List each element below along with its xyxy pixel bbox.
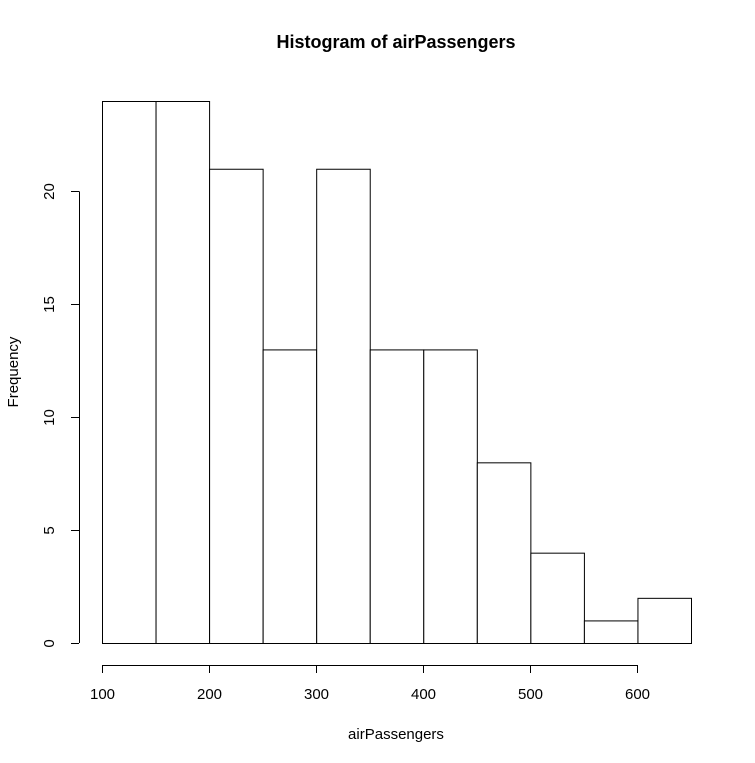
x-tick-label: 500 [518,686,543,703]
x-axis: 100 200 300 400 500 600 [90,665,650,703]
y-axis: 0 5 10 15 20 [41,183,80,648]
histogram-bar [209,168,264,644]
y-axis-label: Frequency [5,336,22,407]
bars-group [102,101,692,645]
histogram-bar [476,462,532,645]
x-tick-label: 100 [90,686,115,703]
histogram-bar [316,168,371,644]
y-tick-label: 20 [41,183,58,200]
histogram-bar [637,597,692,644]
histogram-bar [530,552,585,645]
histogram-bar [369,349,425,644]
x-tick-label: 400 [411,686,436,703]
histogram-bar [583,620,639,645]
y-tick-label: 10 [41,409,58,426]
y-tick-label: 5 [41,526,58,534]
x-tick-label: 300 [304,686,329,703]
histogram-bar [423,349,478,644]
y-tick-label: 0 [41,639,58,647]
chart-title: Histogram of airPassengers [276,32,515,52]
histogram-bar [262,349,318,644]
x-tick-label: 200 [197,686,222,703]
x-axis-label: airPassengers [348,726,444,743]
y-tick-label: 15 [41,296,58,313]
histogram-bar [102,101,157,644]
histogram-bar [155,101,211,644]
x-tick-label: 600 [625,686,650,703]
